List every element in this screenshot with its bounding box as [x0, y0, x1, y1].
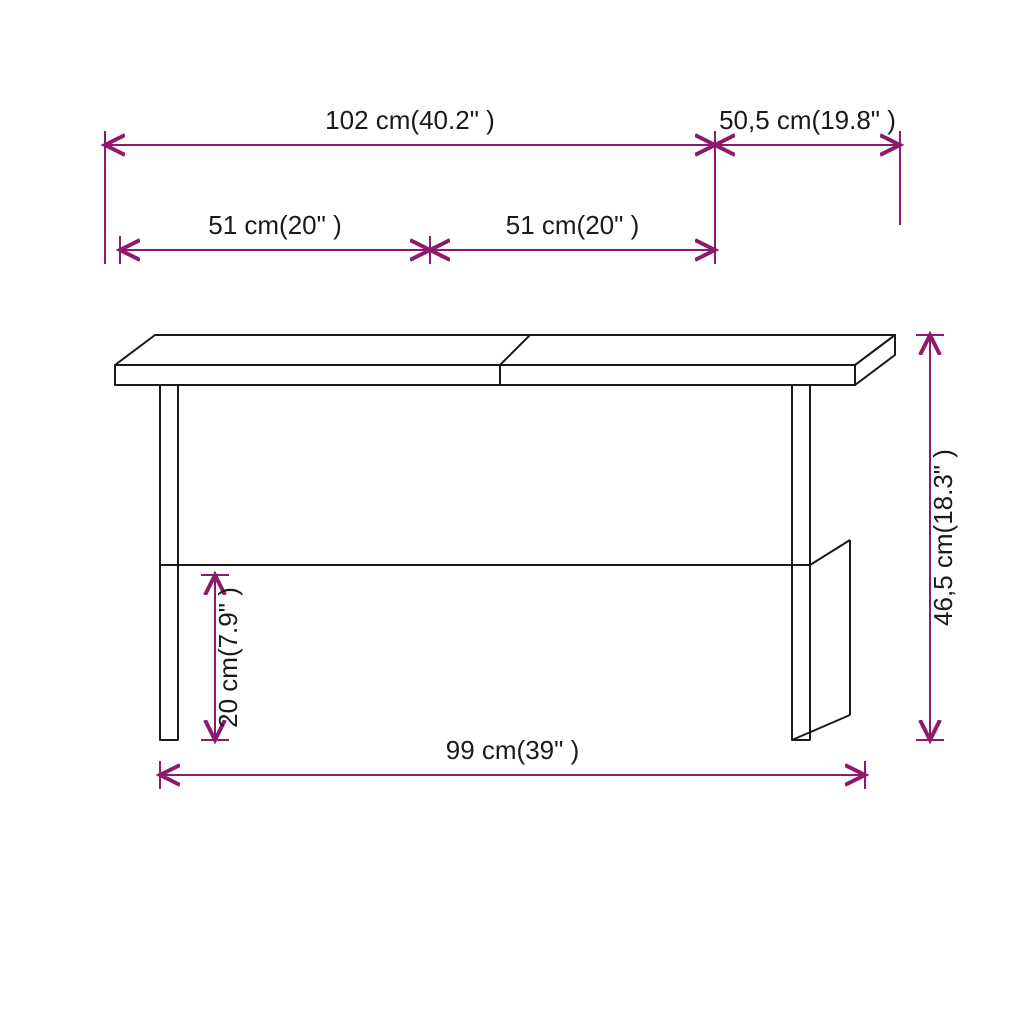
dimension-label: 51 cm(20" )	[506, 210, 640, 240]
dimension-label: 102 cm(40.2" )	[325, 105, 495, 135]
dimension-labels: 102 cm(40.2" ) 50,5 cm(19.8" ) 51 cm(20" )…	[208, 105, 958, 765]
dimension-label: 99 cm(39" )	[446, 735, 580, 765]
dimension-diagram: 102 cm(40.2" ) 50,5 cm(19.8" ) 51 cm(20" )…	[0, 0, 1024, 1024]
dimension-label: 50,5 cm(19.8" )	[719, 105, 896, 135]
dimension-label: 51 cm(20" )	[208, 210, 342, 240]
dimension-label: 46,5 cm(18.3" )	[928, 449, 958, 626]
dimension-label: 20 cm(7.9" )	[213, 587, 243, 728]
